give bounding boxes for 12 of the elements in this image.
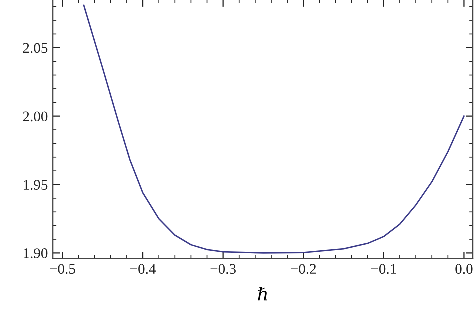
line-series	[83, 4, 465, 254]
x-tick-label: −0.2	[291, 264, 316, 274]
y-tick-label: 2.00	[23, 112, 48, 122]
y-tick-label: 1.90	[24, 248, 48, 258]
x-axis-title: ℏ	[258, 286, 268, 301]
x-tick-label: −0.5	[50, 264, 76, 274]
x-tick-label: 0.0	[456, 264, 473, 274]
x-tick-label: −0.4	[130, 264, 156, 274]
y-tick-label: 2.05	[23, 43, 48, 54]
x-tick-label: −0.1	[371, 264, 396, 274]
y-tick-label: 1.95	[24, 180, 48, 190]
x-tick-label: −0.3	[210, 264, 236, 274]
